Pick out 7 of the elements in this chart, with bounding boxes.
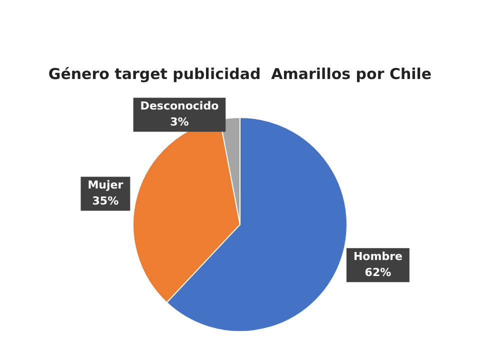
chart-title: Género target publicidad Amarillos por Chile bbox=[48, 64, 432, 83]
data-label: 62% bbox=[364, 266, 392, 279]
data-label: 35% bbox=[92, 194, 119, 208]
slice-label: Hombre bbox=[353, 250, 402, 263]
data-label: 3% bbox=[170, 116, 189, 129]
slice-label: Mujer bbox=[88, 178, 124, 192]
slice-label: Desconocido bbox=[140, 100, 220, 113]
